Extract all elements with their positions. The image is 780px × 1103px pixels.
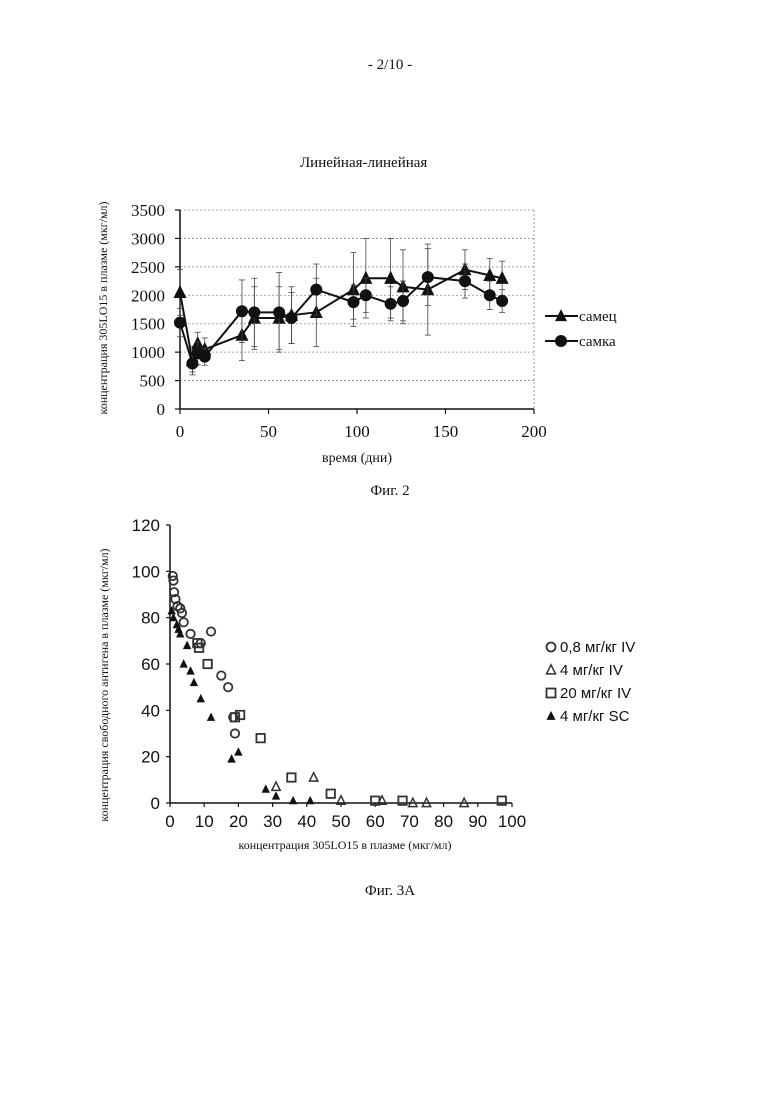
data-point (306, 796, 314, 804)
x-tick-label: 10 (195, 812, 214, 831)
series-triangle-open (272, 773, 469, 807)
legend-label: 0,8 мг/кг IV (560, 639, 635, 656)
x-tick-label: 90 (468, 812, 487, 831)
x-tick-label: 20 (229, 812, 248, 831)
x-tick-label: 60 (366, 812, 385, 831)
x-tick-label: 70 (400, 812, 419, 831)
figure-3a-caption: Фиг. 3А (0, 883, 780, 900)
x-tick-label: 0 (165, 812, 174, 831)
data-point (272, 791, 280, 799)
y-tick-label: 20 (141, 748, 160, 767)
data-point (203, 660, 211, 668)
x-tick-label: 30 (263, 812, 282, 831)
y-tick-label: 40 (141, 701, 160, 720)
series-triangle-filled (168, 606, 315, 804)
figure-3a-chart: 0 20 40 60 80 100 120 0 10 20 30 40 50 60 70 80 90 100 кон… (0, 0, 780, 880)
data-point (207, 712, 215, 720)
data-point (197, 694, 205, 702)
data-point (256, 734, 264, 742)
x-tick-label: 50 (332, 812, 351, 831)
legend-label: 4 мг/кг IV (560, 662, 623, 679)
data-point (190, 678, 198, 686)
x-axis-label: концентрация 305LO15 в плазме (мкг/мл) (238, 838, 451, 852)
x-tick-label: 80 (434, 812, 453, 831)
data-point (186, 630, 194, 638)
data-point (217, 671, 225, 679)
data-point (179, 659, 187, 667)
data-point (231, 729, 239, 737)
data-point (287, 773, 295, 781)
data-point (327, 790, 335, 798)
legend-marker (547, 665, 556, 674)
x-tick-label: 100 (498, 812, 526, 831)
data-point (179, 618, 187, 626)
y-tick-label: 80 (141, 609, 160, 628)
series-circle-open (169, 572, 240, 738)
data-point (309, 773, 317, 781)
legend-label: 20 мг/кг IV (560, 685, 631, 702)
legend-marker (547, 689, 556, 698)
data-point (289, 796, 297, 804)
legend-marker (547, 711, 556, 720)
y-tick-label: 100 (132, 562, 160, 581)
y-tick-label: 120 (132, 516, 160, 535)
data-point (272, 782, 280, 790)
y-tick-label: 0 (151, 794, 160, 813)
data-point (207, 627, 215, 635)
data-point (262, 784, 270, 792)
x-tick-label: 40 (297, 812, 316, 831)
y-tick-label: 60 (141, 655, 160, 674)
data-point (224, 683, 232, 691)
legend-marker (547, 643, 556, 652)
data-point (234, 747, 242, 755)
patent-figure-page: - 2/10 - Линейная-линейная 0500100015002… (0, 0, 780, 1103)
legend-label: 4 мг/кг SC (560, 708, 630, 725)
y-axis-label: концентрация свободного антигена в плазм… (97, 548, 111, 821)
series-square-open (193, 639, 506, 805)
data-point (183, 641, 191, 649)
